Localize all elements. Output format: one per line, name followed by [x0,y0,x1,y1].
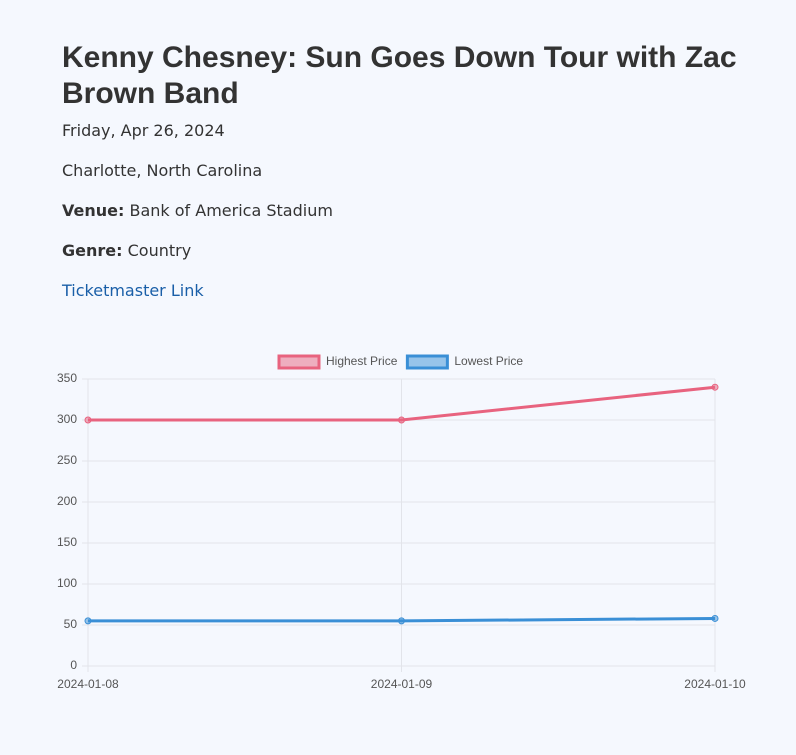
y-tick-label: 50 [64,617,78,631]
legend-label: Lowest Price [454,354,523,368]
data-point [711,383,719,391]
y-tick-label: 100 [57,576,77,590]
genre-label: Genre: [62,241,123,260]
data-point [84,416,92,424]
event-title: Kenny Chesney: Sun Goes Down Tour with Z… [62,41,737,110]
data-point [84,617,92,625]
venue-label: Venue: [62,201,125,220]
event-location: Charlotte, North Carolina [62,161,263,180]
legend-label: Highest Price [326,354,398,368]
y-tick-label: 200 [57,494,77,508]
x-tick-label: 2024-01-09 [371,677,433,691]
venue: Bank of America Stadium [129,201,333,220]
data-point [398,416,405,424]
genre: Country [127,241,192,260]
y-tick-label: 350 [57,371,77,385]
event-date: Friday, Apr 26, 2024 [62,121,225,140]
ticket-link[interactable]: Ticketmaster Link [62,281,204,300]
venue-row: Venue: Bank of America Stadium [62,200,762,240]
genre-row: Genre: Country [62,240,762,280]
x-tick-label: 2024-01-08 [57,677,119,691]
event-info: Kenny Chesney: Sun Goes Down Tour with Z… [62,40,762,320]
y-tick-label: 250 [57,453,77,467]
legend-swatch [405,354,449,370]
x-tick-label: 2024-01-10 [684,677,746,691]
y-tick-label: 300 [57,412,77,426]
y-tick-label: 150 [57,535,77,549]
legend-swatch [277,354,321,370]
y-tick-label: 0 [70,658,77,672]
data-point [711,614,719,622]
link-row: Ticketmaster Link [62,280,762,320]
chart: 0 50 100 150 200 250 300 350 2024-01-08 2024-01-0… [57,354,746,691]
data-point [398,617,405,625]
